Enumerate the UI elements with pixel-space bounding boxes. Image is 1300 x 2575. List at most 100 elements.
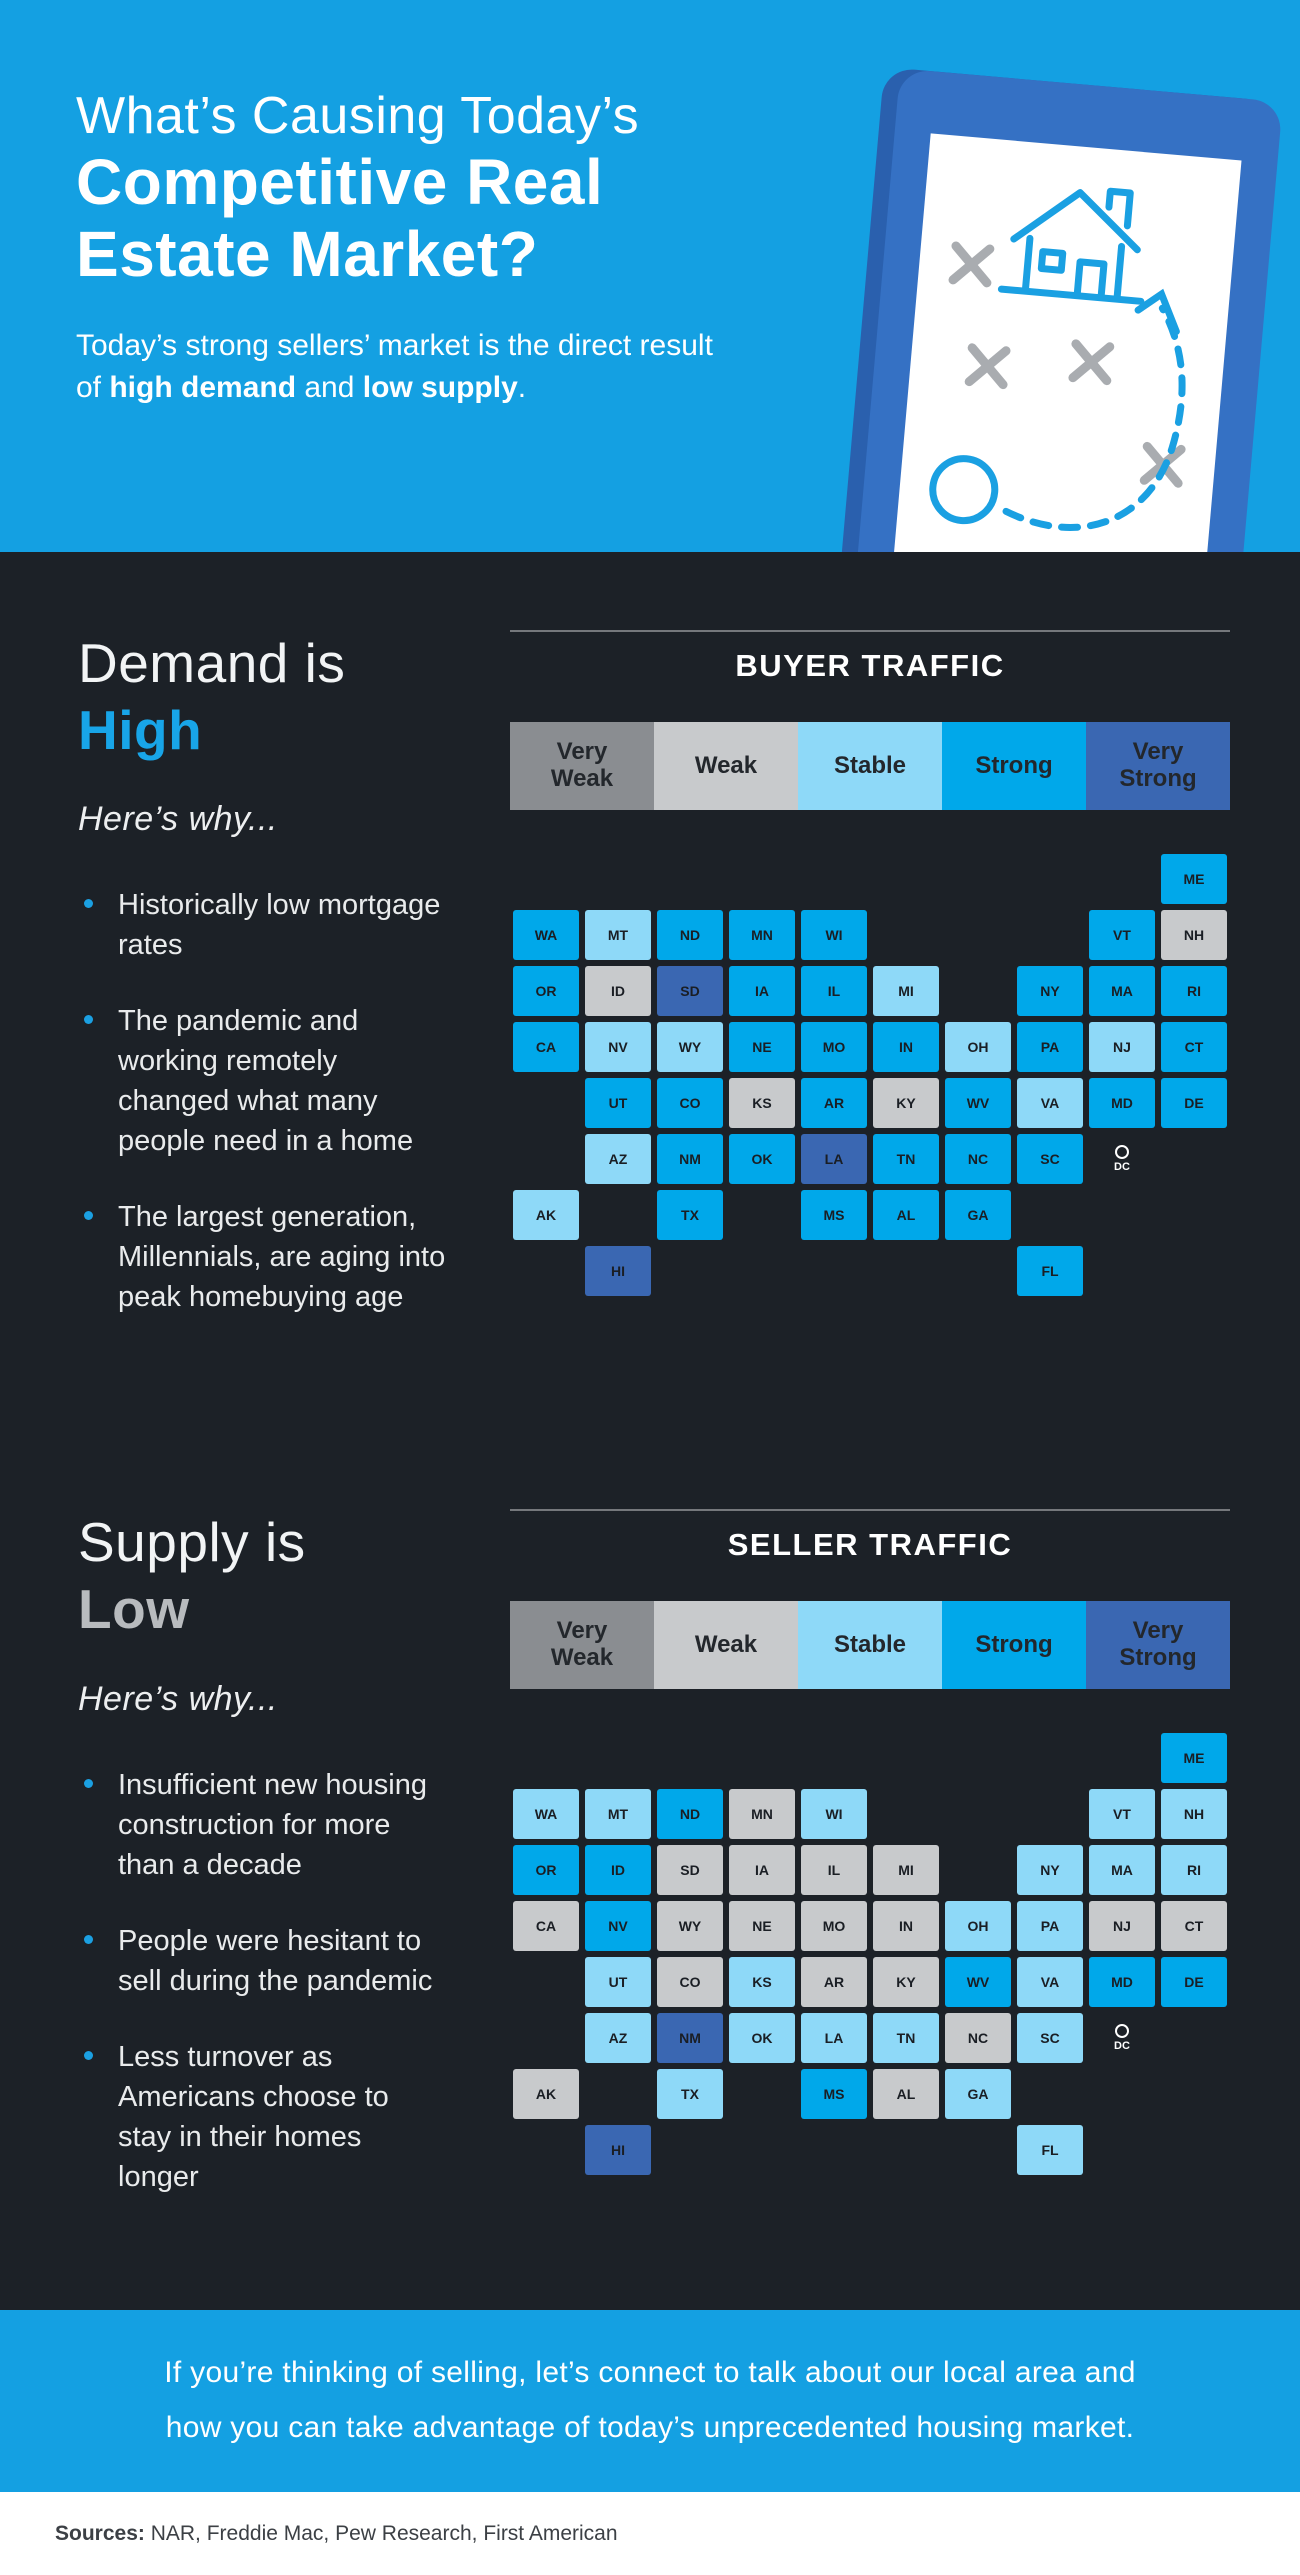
bullet-list: Insufficient new housing construction fo… [78, 1765, 460, 2197]
bullet-item: The pandemic and working remotely change… [78, 1001, 448, 1161]
state-ok: OK [729, 2013, 795, 2064]
legend-strong: Strong [942, 1601, 1086, 1690]
state-me: ME [1161, 854, 1227, 904]
state-ma: MA [1089, 1845, 1155, 1896]
state-ar: AR [801, 1957, 867, 2008]
state-ny: NY [1017, 966, 1083, 1016]
state-sd: SD [657, 1845, 723, 1896]
state-pa: PA [1017, 1901, 1083, 1952]
sources-line: Sources: NAR, Freddie Mac, Pew Research,… [55, 2522, 618, 2546]
state-fl: FL [1017, 2125, 1083, 2176]
state-nv: NV [585, 1901, 651, 1952]
header-band: What’s Causing Today’s Competitive Real … [0, 0, 1300, 552]
state-ct: CT [1161, 1022, 1227, 1072]
state-nj: NJ [1089, 1901, 1155, 1952]
cta-line1: If you’re thinking of selling, let’s con… [164, 2356, 1136, 2390]
sources-text: NAR, Freddie Mac, Pew Research, First Am… [144, 2521, 618, 2545]
buyer-traffic-title: BUYER TRAFFIC [735, 648, 1005, 683]
state-il: IL [801, 966, 867, 1016]
state-dc: DC [1089, 2013, 1155, 2063]
demand-title-normal: Demand is [78, 632, 346, 694]
state-oh: OH [945, 1022, 1011, 1072]
legend-weak: Weak [654, 722, 798, 810]
footer-band: Sources: NAR, Freddie Mac, Pew Research,… [0, 2492, 1300, 2575]
state-in: IN [873, 1901, 939, 1952]
state-ia: IA [729, 966, 795, 1016]
state-nd: ND [657, 910, 723, 960]
state-tn: TN [873, 1134, 939, 1184]
state-ga: GA [945, 1190, 1011, 1240]
state-va: VA [1017, 1078, 1083, 1128]
state-tile-map: ME WA MT ND MN WI VT NH OR ID SD IA IL MI NY MA RI CA NV WY… [513, 1733, 1227, 2176]
dashed-route-icon [1002, 288, 1186, 531]
clipboard-paper [881, 133, 1242, 552]
legend-very_weak: Very Weak [510, 1601, 654, 1690]
state-ri: RI [1161, 966, 1227, 1016]
state-ca: CA [513, 1901, 579, 1952]
supply-heres-why: Here’s why... [78, 1679, 278, 1718]
legend-stable: Stable [798, 1601, 942, 1690]
legend-weak: Weak [654, 1601, 798, 1690]
state-ar: AR [801, 1078, 867, 1128]
state-me: ME [1161, 1733, 1227, 1784]
state-al: AL [873, 1190, 939, 1240]
state-oh: OH [945, 1901, 1011, 1952]
supply-title-normal: Supply is [78, 1511, 306, 1574]
state-wa: WA [513, 910, 579, 960]
state-in: IN [873, 1022, 939, 1072]
state-nc: NC [945, 1134, 1011, 1184]
state-ca: CA [513, 1022, 579, 1072]
state-az: AZ [585, 1134, 651, 1184]
state-de: DE [1161, 1957, 1227, 2008]
state-ky: KY [873, 1078, 939, 1128]
state-ri: RI [1161, 1845, 1227, 1896]
state-co: CO [657, 1078, 723, 1128]
page-title-line2: Competitive Real [76, 146, 604, 219]
state-tn: TN [873, 2013, 939, 2064]
state-id: ID [585, 966, 651, 1016]
state-de: DE [1161, 1078, 1227, 1128]
state-sc: SC [1017, 2013, 1083, 2064]
state-ms: MS [801, 1190, 867, 1240]
sources-label: Sources: [55, 2521, 145, 2545]
state-il: IL [801, 1845, 867, 1896]
page-title-line3: Estate Market? [76, 218, 539, 291]
dc-marker-icon [1115, 2024, 1129, 2039]
legend-stable: Stable [798, 722, 942, 810]
state-la: LA [801, 1134, 867, 1184]
state-tx: TX [657, 2069, 723, 2120]
state-wy: WY [657, 1022, 723, 1072]
bullet-item: Insufficient new housing construction fo… [78, 1765, 448, 1885]
dc-marker-icon [1115, 1145, 1129, 1159]
page-title-line1: What’s Causing Today’s [76, 87, 640, 145]
state-md: MD [1089, 1078, 1155, 1128]
subtitle-text: . [517, 371, 527, 405]
legend-very_weak: Very Weak [510, 722, 654, 810]
state-or: OR [513, 1845, 579, 1896]
supply-title-accent: Low [78, 1578, 190, 1641]
demand-title: Demand is High [78, 630, 460, 764]
subtitle-text: Today’s strong sellers’ market is the di… [76, 328, 713, 405]
clipboard-illustration [832, 69, 1281, 552]
subtitle-bold-low-supply: low supply [362, 371, 518, 405]
state-nd: ND [657, 1789, 723, 1840]
demand-text-column: Demand is High Here’s why... Historicall… [0, 630, 460, 1353]
supply-text-column: Supply is Low Here’s why... Insufficient… [0, 1509, 460, 2232]
state-mt: MT [585, 910, 651, 960]
traffic-legend: Very Weak Weak Stable Strong Very Strong [510, 722, 1230, 810]
state-ks: KS [729, 1078, 795, 1128]
state-ma: MA [1089, 966, 1155, 1016]
state-ga: GA [945, 2069, 1011, 2120]
state-wi: WI [801, 1789, 867, 1840]
main-dark-section: Demand is High Here’s why... Historicall… [0, 552, 1300, 2310]
legend-very_strong: Very Strong [1086, 1601, 1230, 1690]
state-nh: NH [1161, 910, 1227, 960]
state-ms: MS [801, 2069, 867, 2120]
state-nm: NM [657, 2013, 723, 2064]
traffic-legend: Very Weak Weak Stable Strong Very Strong [510, 1601, 1230, 1690]
state-mn: MN [729, 1789, 795, 1840]
state-vt: VT [1089, 1789, 1155, 1840]
state-mt: MT [585, 1789, 651, 1840]
cta-line2: how you can take advantage of today’s un… [165, 2411, 1135, 2444]
